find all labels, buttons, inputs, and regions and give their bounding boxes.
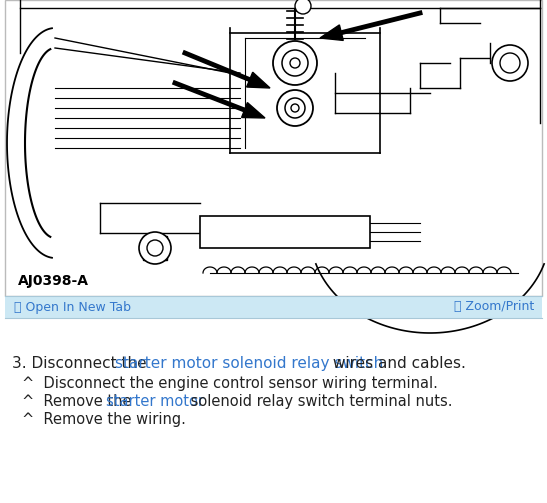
Text: wires and cables.: wires and cables. <box>328 356 466 371</box>
Circle shape <box>277 90 313 126</box>
Bar <box>5 296 542 318</box>
Text: ^  Disconnect the engine control sensor wiring terminal.: ^ Disconnect the engine control sensor w… <box>22 376 438 391</box>
Circle shape <box>291 104 299 112</box>
Circle shape <box>492 45 528 81</box>
Circle shape <box>295 0 311 14</box>
Text: 3. Disconnect the: 3. Disconnect the <box>12 356 152 371</box>
Text: solenoid relay switch terminal nuts.: solenoid relay switch terminal nuts. <box>186 394 452 409</box>
Polygon shape <box>247 72 270 88</box>
Circle shape <box>147 240 163 256</box>
Circle shape <box>273 41 317 85</box>
Circle shape <box>290 58 300 68</box>
Circle shape <box>139 232 171 264</box>
Text: 🔍 Zoom/Print: 🔍 Zoom/Print <box>454 300 534 313</box>
Text: starter motor: starter motor <box>106 394 204 409</box>
Bar <box>143 236 167 260</box>
Text: starter motor solenoid relay switch: starter motor solenoid relay switch <box>115 356 383 371</box>
Polygon shape <box>320 25 344 40</box>
Bar <box>200 216 370 248</box>
Circle shape <box>282 50 308 76</box>
Text: ^  Remove the: ^ Remove the <box>22 394 136 409</box>
Polygon shape <box>242 103 265 118</box>
Text: ⎗ Open In New Tab: ⎗ Open In New Tab <box>14 300 131 313</box>
Text: ^  Remove the wiring.: ^ Remove the wiring. <box>22 412 186 427</box>
Circle shape <box>285 98 305 118</box>
Text: AJ0398-A: AJ0398-A <box>18 274 89 288</box>
Circle shape <box>500 53 520 73</box>
Bar <box>5 0 542 296</box>
